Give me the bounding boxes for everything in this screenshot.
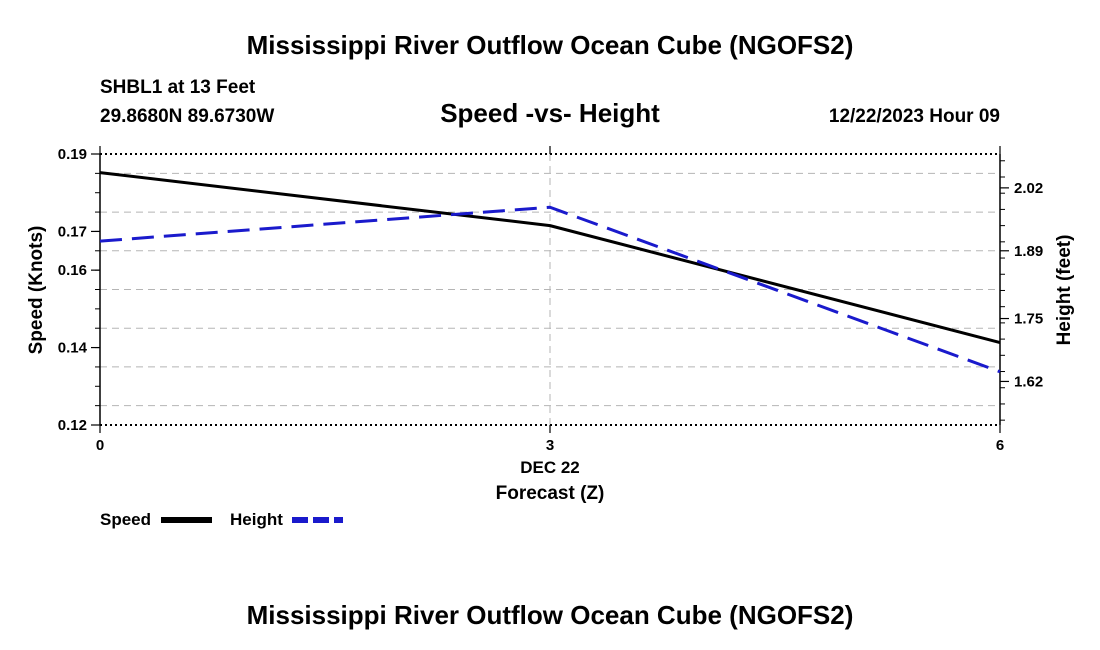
y-left-tick-label-3: 0.14 <box>58 340 88 357</box>
y-left-tick-label-2: 0.16 <box>58 262 87 279</box>
y-left-tick-label-4: 0.12 <box>58 417 87 434</box>
chart-subtitle: Speed -vs- Height <box>440 98 660 128</box>
chart-title: Mississippi River Outflow Ocean Cube (NG… <box>246 30 854 60</box>
y-right-tick-label-0: 2.02 <box>1014 180 1043 197</box>
grid-layer <box>100 154 1000 425</box>
legend-height-label: Height <box>230 510 283 529</box>
x-tick-label-1: 3 <box>546 437 554 454</box>
x-axis-label: Forecast (Z) <box>495 483 605 504</box>
y-left-axis-label: Speed (Knots) <box>26 225 47 355</box>
series-line-speed <box>99 171 1001 344</box>
x-date-label: DEC 22 <box>520 458 580 477</box>
coordinates-label: 29.8680N 89.6730W <box>100 106 275 127</box>
y-right-tick-label-1: 1.89 <box>1014 243 1043 260</box>
y-right-axis-label: Height (feet) <box>1054 234 1075 346</box>
footer-title: Mississippi River Outflow Ocean Cube (NG… <box>246 600 854 630</box>
axes-layer: 0.19 0.17 0.16 0.14 0.12 2.02 1.89 1.75 1.62 0 3 6 <box>58 146 1043 454</box>
legend-speed-label: Speed <box>100 510 152 529</box>
x-tick-label-2: 6 <box>996 437 1004 454</box>
series-layer <box>99 171 1001 374</box>
x-tick-label-0: 0 <box>96 437 104 454</box>
station-label: SHBL1 at 13 Feet <box>100 77 256 98</box>
y-right-tick-label-3: 1.62 <box>1014 373 1043 390</box>
date-label: 12/22/2023 Hour 09 <box>828 106 1000 127</box>
y-left-tick-label-0: 0.19 <box>58 146 87 163</box>
y-right-tick-label-2: 1.75 <box>1014 311 1043 328</box>
y-left-tick-label-1: 0.17 <box>58 223 87 240</box>
